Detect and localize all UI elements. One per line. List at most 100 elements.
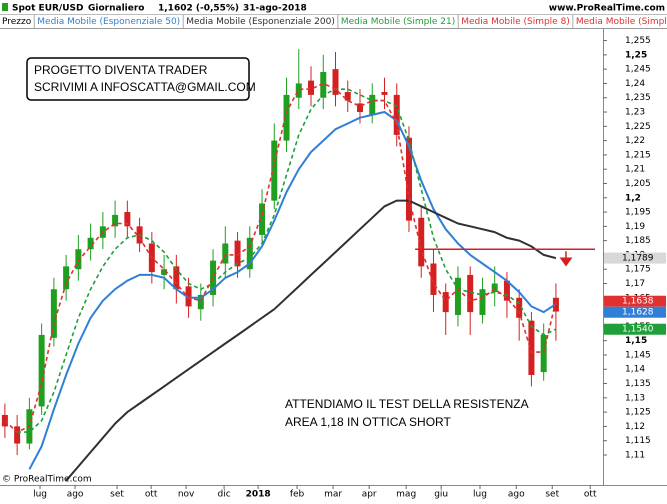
x-tick-label: ott	[145, 490, 158, 500]
candle-body	[124, 212, 131, 227]
watermark: © ProRealTime.com	[2, 475, 92, 485]
legend-label: Prezzo	[2, 17, 32, 27]
price-tag	[604, 252, 666, 264]
y-tick-label: 1,22	[625, 136, 645, 146]
last-price: 1,1602 (-0,55%)	[158, 4, 239, 14]
y-tick-label: 1,23	[625, 108, 645, 118]
y-tick-label: 1,225	[625, 122, 651, 132]
x-tick-label: lug	[33, 490, 47, 500]
y-tick-label: 1,245	[625, 65, 651, 75]
candle-body	[87, 237, 94, 250]
title: Spot EUR/USD	[12, 4, 83, 14]
x-tick-label: set	[545, 490, 559, 500]
y-tick-label: 1,19	[625, 222, 645, 232]
x-tick-label: 2018	[246, 490, 271, 500]
moving-average	[4, 82, 557, 433]
y-tick-label: 1,13	[625, 393, 645, 403]
candle-body	[405, 137, 412, 221]
x-tick-label: nov	[178, 490, 195, 500]
candle-body	[246, 237, 253, 270]
candle-body	[491, 283, 498, 293]
candle-body	[442, 292, 449, 313]
x-tick-label: feb	[290, 490, 305, 500]
legend-label: Media Mobile (Simple 8)	[461, 17, 570, 27]
y-tick-label: 1,235	[625, 93, 651, 103]
candle-body	[540, 334, 547, 373]
price-tag-label: 1,1638	[622, 297, 654, 307]
y-tick-label: 1,215	[625, 150, 651, 160]
candle-body	[161, 269, 168, 275]
candle-body	[197, 294, 204, 310]
legend-label: Media Mobile (Esponenziale 50)	[37, 17, 180, 27]
y-tick-label: 1,21	[625, 165, 645, 175]
candle-body	[454, 277, 461, 315]
timeframe: Giornaliero	[88, 4, 144, 14]
y-tick-label: 1,24	[625, 79, 645, 89]
y-tick-label: 1,185	[625, 236, 651, 246]
candle-body	[1, 414, 8, 427]
legend-label: Media Mobile (Esponenziale 200)	[186, 17, 335, 27]
candle-body	[516, 297, 523, 318]
candle-body	[308, 80, 315, 95]
price-tag	[604, 323, 666, 335]
candle-body	[357, 103, 363, 113]
note-box-line: PROGETTO DIVENTA TRADER	[34, 63, 208, 77]
note-box	[26, 57, 250, 101]
x-tick-label: dic	[217, 490, 230, 500]
price-tag	[604, 295, 666, 307]
y-tick-label: 1,17	[625, 279, 645, 289]
x-tick-label: lug	[473, 490, 487, 500]
plot-area	[1, 49, 595, 482]
candle-body	[479, 289, 486, 315]
note-text-line: ATTENDIAMO IL TEST DELLA RESISTENZA	[285, 397, 529, 411]
candle-body	[173, 266, 180, 290]
candle-body	[210, 260, 217, 295]
candle-body	[369, 94, 376, 115]
candle-body	[344, 92, 351, 101]
x-tick-label: giu	[434, 490, 448, 500]
candle-body	[63, 266, 70, 290]
x-tick-label: mar	[324, 490, 342, 500]
source: www.ProRealTime.com	[549, 4, 665, 14]
x-tick-label: ago	[67, 490, 84, 500]
x-tick-label: ago	[508, 490, 525, 500]
candle-body	[112, 214, 119, 227]
candle-body	[320, 72, 327, 98]
candle-body	[271, 140, 278, 201]
x-tick-label: ott	[584, 490, 597, 500]
candle-body	[14, 426, 21, 444]
note-text-line: AREA 1,18 IN OTTICA SHORT	[285, 415, 451, 429]
moving-average	[28, 111, 557, 470]
candle-body	[332, 69, 339, 95]
moving-average	[65, 199, 557, 482]
y-tick-label: 1,2	[625, 193, 641, 203]
date: 31-ago-2018	[243, 4, 307, 14]
y-tick-label: 1,135	[625, 379, 651, 389]
candle-body	[185, 286, 192, 307]
y-tick-label: 1,11	[625, 450, 645, 460]
moving-average	[17, 88, 557, 433]
candle-body	[528, 320, 535, 375]
x-tick-label: set	[110, 490, 124, 500]
y-tick-label: 1,12	[625, 422, 645, 432]
candle-body	[393, 94, 400, 135]
y-tick-label: 1,15	[625, 336, 647, 346]
legend: Prezzo Media Mobile (Esponenziale 50) Medi…	[2, 15, 667, 28]
arrow	[559, 251, 573, 267]
candle-body	[38, 334, 45, 407]
price-tag-label: 1,1628	[622, 308, 654, 318]
candle-body	[259, 203, 266, 235]
candle-body	[75, 249, 82, 270]
candle-body	[503, 280, 510, 301]
price-tag-label: 1,1540	[622, 325, 654, 335]
x-tick-label: mag	[396, 490, 416, 500]
y-tick-label: 1,14	[625, 365, 645, 375]
y-tick-label: 1,25	[625, 50, 647, 60]
legend-label: Media Mobile (Simple 8)	[576, 17, 667, 27]
candle-body	[467, 274, 474, 313]
price-tag-label: 1,1789	[622, 254, 654, 264]
y-tick-label: 1,125	[625, 408, 651, 418]
candle-body	[50, 289, 57, 338]
